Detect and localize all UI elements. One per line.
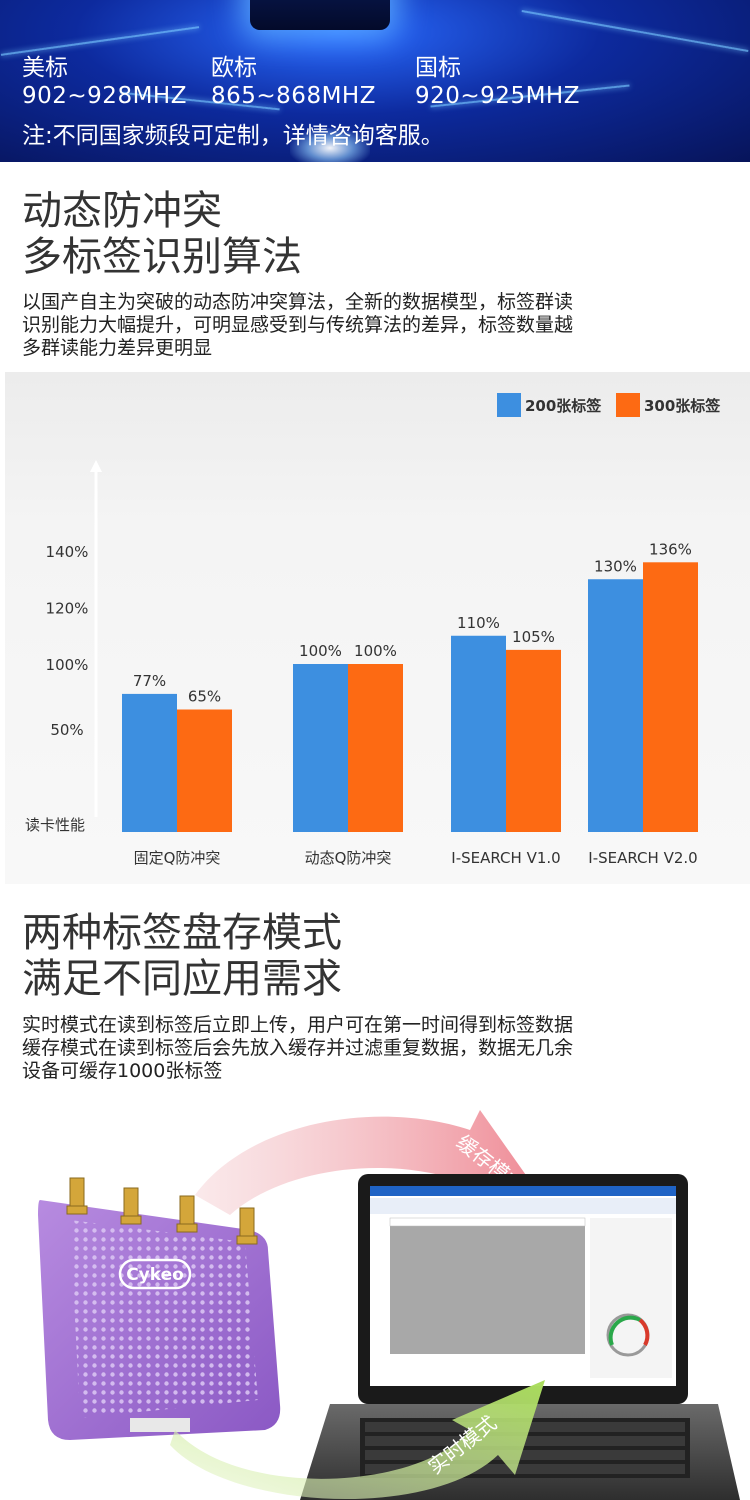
bar-300 [177, 709, 232, 832]
circuit-line [0, 26, 200, 56]
section2-desc-line3: 设备可缓存1000张标签 [22, 1060, 223, 1082]
region-name: 国标 [415, 55, 461, 81]
circuit-line [521, 10, 749, 52]
region-range: 920~925MHZ [415, 83, 580, 109]
bar-value-label: 105% [512, 628, 555, 646]
bar-200 [588, 579, 643, 832]
bar-300 [506, 649, 561, 832]
realtime-mode-arrow [170, 1380, 545, 1500]
frequency-banner: 美标 902~928MHZ 欧标 865~868MHZ 国标 920~925MH… [0, 0, 750, 162]
legend-label-300: 300张标签 [644, 396, 721, 415]
performance-chart: 200张标签 300张标签 50% 100% 120% 140% 读卡性能 77% 65% 固… [5, 372, 750, 884]
region-name: 美标 [22, 55, 68, 81]
y-tick-label: 120% [46, 600, 89, 618]
y-axis-label: 读卡性能 [25, 816, 85, 834]
chip-graphic [250, 0, 390, 30]
region-eu: 欧标 865~868MHZ [211, 54, 376, 110]
category-label: 固定Q防冲突 [134, 849, 221, 867]
legend-swatch-200 [497, 393, 521, 417]
bar-300 [348, 664, 403, 832]
bar-200 [293, 664, 348, 832]
bar-value-label: 100% [299, 642, 342, 660]
mode-illustration: 缓存模式 Cykeo [38, 1110, 740, 1500]
category-label: I-SEARCH V1.0 [451, 849, 560, 867]
bar-value-label: 136% [649, 540, 692, 558]
category-label: I-SEARCH V2.0 [588, 849, 697, 867]
legend-label-200: 200张标签 [525, 396, 602, 415]
category-label: 动态Q防冲突 [305, 849, 392, 867]
y-tick-label: 140% [46, 543, 89, 561]
region-range: 902~928MHZ [22, 83, 187, 109]
legend-swatch-300 [616, 393, 640, 417]
bar-chart-svg: 50% 100% 120% 140% 读卡性能 77% 65% 固定Q防冲突 100% 100% 动… [25, 460, 698, 867]
region-name: 欧标 [211, 55, 257, 81]
reader-brand: Cykeo [126, 1265, 184, 1285]
region-us: 美标 902~928MHZ [22, 54, 187, 110]
section1-title-line1: 动态防冲突 [22, 188, 222, 234]
rfid-reader-graphic: Cykeo [38, 1177, 281, 1440]
section2-title-line1: 两种标签盘存模式 [22, 910, 342, 956]
region-range: 865~868MHZ [211, 83, 376, 109]
section2-desc-line1: 实时模式在读到标签后立即上传，用户可在第一时间得到标签数据 [22, 1014, 574, 1036]
bar-300 [643, 562, 698, 832]
y-tick-label: 100% [46, 656, 89, 674]
section2-title-line2: 满足不同应用需求 [22, 956, 342, 1002]
region-cn: 国标 920~925MHZ [415, 54, 580, 110]
bar-value-label: 65% [188, 688, 221, 706]
bar-value-label: 100% [354, 642, 397, 660]
section1-desc-line1: 以国产自主为突破的动态防冲突算法，全新的数据模型，标签群读 [22, 291, 574, 313]
bar-value-label: 110% [457, 614, 500, 632]
banner-note: 注:不同国家频段可定制，详情咨询客服。 [22, 123, 444, 149]
y-axis-arrow [90, 460, 102, 472]
section1-desc-line3: 多群读能力差异更明显 [22, 337, 213, 359]
legend-item-300: 300张标签 [616, 393, 720, 417]
y-tick-label: 50% [50, 721, 83, 739]
section1-title-line2: 多标签识别算法 [22, 234, 302, 280]
bar-value-label: 130% [594, 557, 637, 575]
section1-desc-line2: 识别能力大幅提升，可明显感受到与传统算法的差异，标签数量越 [22, 314, 574, 336]
section2-desc-line2: 缓存模式在读到标签后会先放入缓存并过滤重复数据，数据无几余 [22, 1037, 574, 1059]
glow-graphic [290, 128, 370, 162]
legend-item-200: 200张标签 [497, 393, 601, 417]
bar-200 [451, 635, 506, 832]
bar-value-label: 77% [133, 672, 166, 690]
bar-200 [122, 693, 177, 832]
